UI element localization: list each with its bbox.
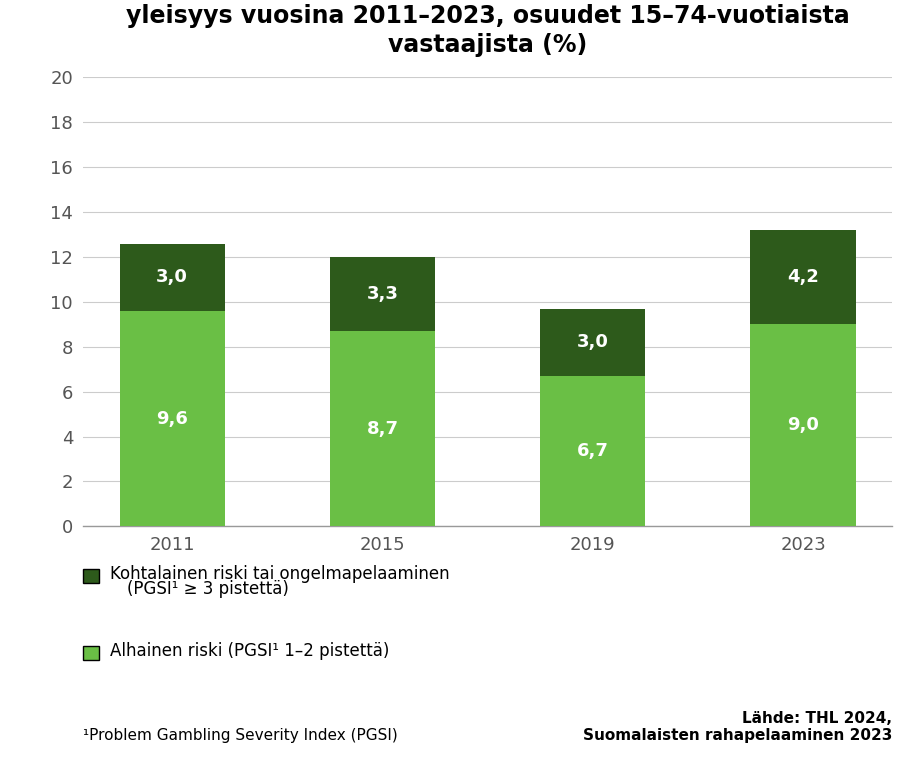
Title: Riskitason rahapelaamisen ja rahapeliongelmien
yleisyys vuosina 2011–2023, osuud: Riskitason rahapelaamisen ja rahapeliong… xyxy=(126,0,848,57)
Bar xyxy=(330,257,435,331)
Text: 6,7: 6,7 xyxy=(576,442,608,460)
Bar xyxy=(539,376,644,526)
Bar xyxy=(119,311,224,526)
Text: ¹Problem Gambling Severity Index (PGSI): ¹Problem Gambling Severity Index (PGSI) xyxy=(83,728,397,743)
Text: 8,7: 8,7 xyxy=(366,420,398,437)
Text: Alhainen riski (PGSI¹ 1–2 pistettä): Alhainen riski (PGSI¹ 1–2 pistettä) xyxy=(110,642,390,660)
Text: Kohtalainen riski tai ongelmapelaaminen: Kohtalainen riski tai ongelmapelaaminen xyxy=(110,564,449,583)
Text: 3,0: 3,0 xyxy=(576,334,608,351)
Text: 4,2: 4,2 xyxy=(787,268,818,286)
Bar xyxy=(330,331,435,526)
Text: 9,6: 9,6 xyxy=(156,409,187,427)
Text: 9,0: 9,0 xyxy=(787,416,818,434)
Text: 3,0: 3,0 xyxy=(156,268,187,286)
Bar xyxy=(750,230,855,324)
Text: Lähde: THL 2024,
Suomalaisten rahapelaaminen 2023: Lähde: THL 2024, Suomalaisten rahapelaam… xyxy=(583,711,891,743)
Text: 3,3: 3,3 xyxy=(366,285,398,303)
Text: (PGSI¹ ≥ 3 pistettä): (PGSI¹ ≥ 3 pistettä) xyxy=(127,580,289,598)
Bar xyxy=(539,309,644,376)
Bar xyxy=(119,244,224,311)
Bar xyxy=(750,324,855,526)
